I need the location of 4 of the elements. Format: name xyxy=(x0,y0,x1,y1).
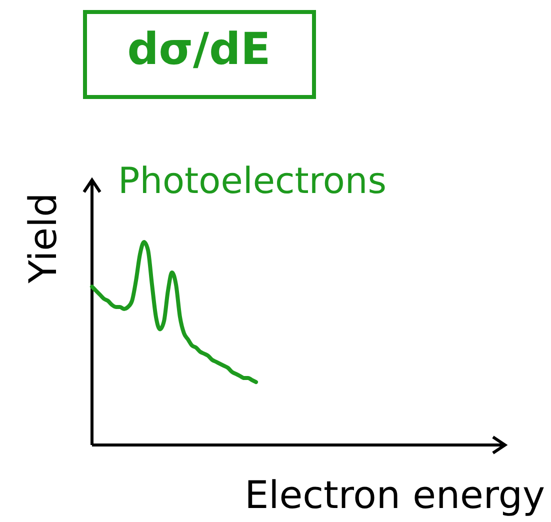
series-label: Photoelectrons xyxy=(118,161,387,202)
chart-title: dσ/dE xyxy=(127,24,271,75)
x-axis-title: Electron energy xyxy=(244,473,545,517)
y-axis-title: Yield xyxy=(21,192,65,284)
